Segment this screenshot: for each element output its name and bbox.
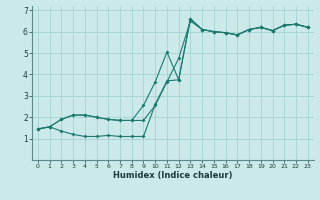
X-axis label: Humidex (Indice chaleur): Humidex (Indice chaleur) [113,171,233,180]
